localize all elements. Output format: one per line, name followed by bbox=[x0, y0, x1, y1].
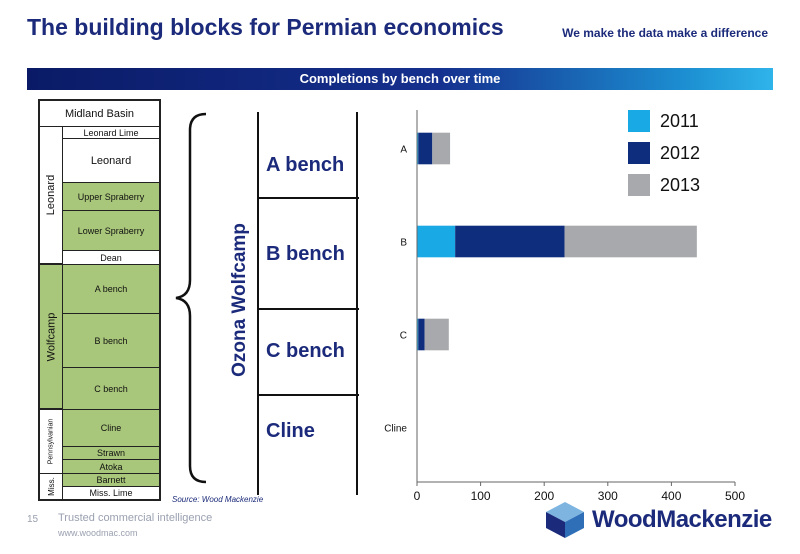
bench-label-a: A bench bbox=[266, 154, 345, 176]
layer-miss-lime: Miss. Lime bbox=[62, 486, 160, 500]
layer-dean: Dean bbox=[62, 250, 160, 265]
bar-a-2011 bbox=[417, 132, 419, 165]
legend-swatch-2013 bbox=[628, 174, 650, 196]
footer-website[interactable]: www.woodmac.com bbox=[58, 528, 138, 538]
section-banner: Completions by bench over time bbox=[27, 68, 773, 90]
x-tick-label: 400 bbox=[661, 489, 681, 503]
brace-icon bbox=[175, 112, 207, 484]
tagline: We make the data make a difference bbox=[562, 26, 768, 40]
legend-2012: 2012 bbox=[628, 142, 700, 164]
cube-logo-icon bbox=[546, 502, 584, 538]
category-label-b: B bbox=[400, 238, 407, 249]
x-tick-label: 0 bbox=[414, 489, 421, 503]
layer-upper-spraberry: Upper Spraberry bbox=[62, 182, 160, 211]
layer-atoka: Atoka bbox=[62, 459, 160, 474]
page-number: 15 bbox=[27, 514, 39, 525]
bench-box bbox=[257, 112, 359, 495]
legend-2011: 2011 bbox=[628, 110, 699, 132]
group-wolfcamp: Wolfcamp bbox=[39, 264, 63, 409]
basin-header: Midland Basin bbox=[39, 100, 160, 127]
bar-c-2013 bbox=[424, 318, 449, 351]
bar-a-2013 bbox=[432, 132, 451, 165]
completions-chart: A B C Cline 0 100 200 300 400 500 bbox=[384, 110, 745, 503]
source-note: Source: Wood Mackenzie bbox=[172, 495, 264, 504]
layer-a-bench: A bench bbox=[62, 264, 160, 314]
legend-swatch-2012 bbox=[628, 142, 650, 164]
bar-b-2013 bbox=[564, 225, 697, 258]
strat-column: Midland Basin Leonard Leonard Lime Leona… bbox=[38, 99, 161, 501]
bar-a-2012 bbox=[418, 132, 433, 165]
category-label-c: C bbox=[400, 331, 407, 342]
bench-label-b: B bench bbox=[266, 243, 345, 265]
layer-b-bench: B bench bbox=[62, 313, 160, 368]
bar-b-2011 bbox=[417, 225, 456, 258]
bar-c-2011 bbox=[417, 318, 419, 351]
bar-c-2012 bbox=[418, 318, 425, 351]
layer-c-bench: C bench bbox=[62, 367, 160, 410]
layer-barnett: Barnett bbox=[62, 473, 160, 487]
page-title: The building blocks for Permian economic… bbox=[27, 14, 504, 40]
bench-label-cline: Cline bbox=[266, 420, 315, 442]
layer-lower-spraberry: Lower Spraberry bbox=[62, 210, 160, 251]
woodmac-logo: WoodMackenzie bbox=[544, 500, 772, 540]
x-tick-label: 500 bbox=[725, 489, 745, 503]
x-tick-label: 100 bbox=[471, 489, 491, 503]
legend-2013: 2013 bbox=[628, 174, 700, 196]
layer-cline: Cline bbox=[62, 409, 160, 447]
category-label-cline: Cline bbox=[384, 424, 407, 435]
bar-b-2012 bbox=[455, 225, 565, 258]
layer-strawn: Strawn bbox=[62, 446, 160, 460]
group-leonard: Leonard bbox=[39, 126, 63, 264]
footer-trust: Trusted commercial intelligence bbox=[58, 512, 213, 524]
group-pennsylvanian: Pennsylvanian bbox=[39, 409, 63, 474]
x-tick-label: 300 bbox=[598, 489, 618, 503]
category-label-a: A bbox=[400, 145, 407, 156]
group-miss: Miss. bbox=[39, 473, 63, 500]
x-tick-label: 200 bbox=[534, 489, 554, 503]
layer-leonard: Leonard bbox=[62, 138, 160, 183]
bench-label-c: C bench bbox=[266, 340, 345, 362]
legend-swatch-2011 bbox=[628, 110, 650, 132]
